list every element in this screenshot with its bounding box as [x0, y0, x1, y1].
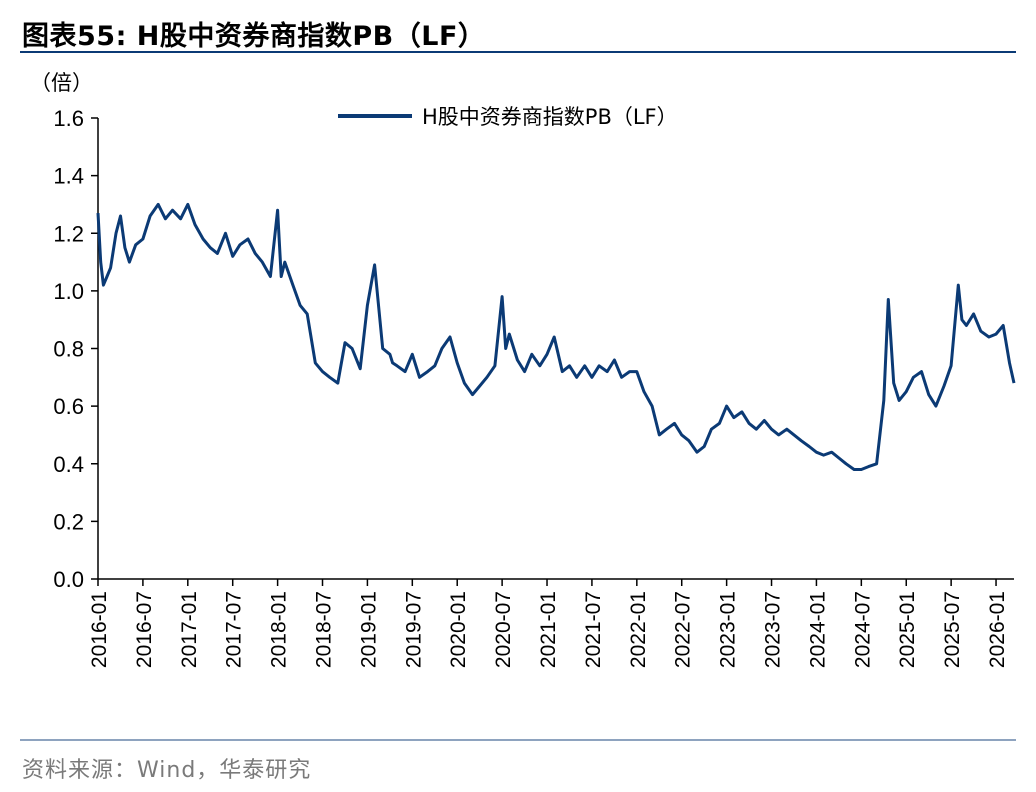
x-tick-label: 2025-07 — [941, 591, 964, 668]
x-tick-label: 2023-07 — [762, 591, 785, 668]
x-tick-label: 2022-01 — [627, 591, 650, 668]
y-tick-label: 1.2 — [53, 221, 84, 246]
x-tick-label: 2019-07 — [402, 591, 425, 668]
x-tick-label: 2021-01 — [537, 591, 560, 668]
x-tick-label: 2021-07 — [582, 591, 605, 668]
source-note: 资料来源：Wind，华泰研究 — [22, 758, 312, 783]
legend: H股中资券商指数PB（LF） — [338, 105, 678, 129]
x-tick-label: 2018-07 — [313, 591, 336, 668]
y-axis-ticks: 0.0 0.2 0.4 0.6 0.8 1.0 1.2 1.4 1.6 — [53, 106, 98, 592]
x-tick-label: 2016-07 — [133, 591, 156, 668]
x-tick-label: 2024-01 — [806, 591, 829, 668]
y-tick-label: 1.4 — [53, 164, 84, 189]
x-tick-label: 2016-01 — [88, 591, 111, 668]
y-tick-label: 0.2 — [53, 509, 84, 534]
x-tick-label: 2025-01 — [896, 591, 919, 668]
y-unit-label: （倍） — [30, 71, 93, 95]
y-tick-label: 0.4 — [53, 452, 84, 477]
x-tick-label: 2018-01 — [268, 591, 291, 668]
figure-title: 图表55: H股中资券商指数PB（LF） — [22, 21, 486, 52]
x-tick-label: 2017-07 — [223, 591, 246, 668]
series-line-pb — [96, 202, 1016, 471]
y-tick-label: 0.0 — [53, 567, 84, 592]
pb-line-chart: （倍） 0.00.20.40.60.81.01.21.41.6 2016-01 2… — [30, 71, 1016, 668]
legend-label: H股中资券商指数PB（LF） — [422, 105, 678, 129]
x-tick-label: 2020-01 — [447, 591, 470, 668]
x-tick-label: 2022-07 — [672, 591, 695, 668]
x-tick-label: 2026-01 — [986, 591, 1009, 668]
x-axis-ticks: 2016-01 2016-07 2017-01 2017-07 2018-01 2018-… — [88, 579, 1009, 668]
y-tick-label: 1.0 — [53, 279, 84, 304]
x-tick-label: 2020-07 — [492, 591, 515, 668]
x-tick-label: 2019-01 — [357, 591, 380, 668]
x-tick-label: 2024-07 — [851, 591, 874, 668]
y-tick-label: 1.6 — [53, 106, 84, 131]
y-tick-label: 0.6 — [53, 394, 84, 419]
title-rule — [20, 51, 1016, 53]
source-rule — [20, 739, 1016, 741]
x-tick-label: 2023-01 — [717, 591, 740, 668]
y-tick-label: 0.8 — [53, 337, 84, 362]
x-tick-label: 2017-01 — [178, 591, 201, 668]
